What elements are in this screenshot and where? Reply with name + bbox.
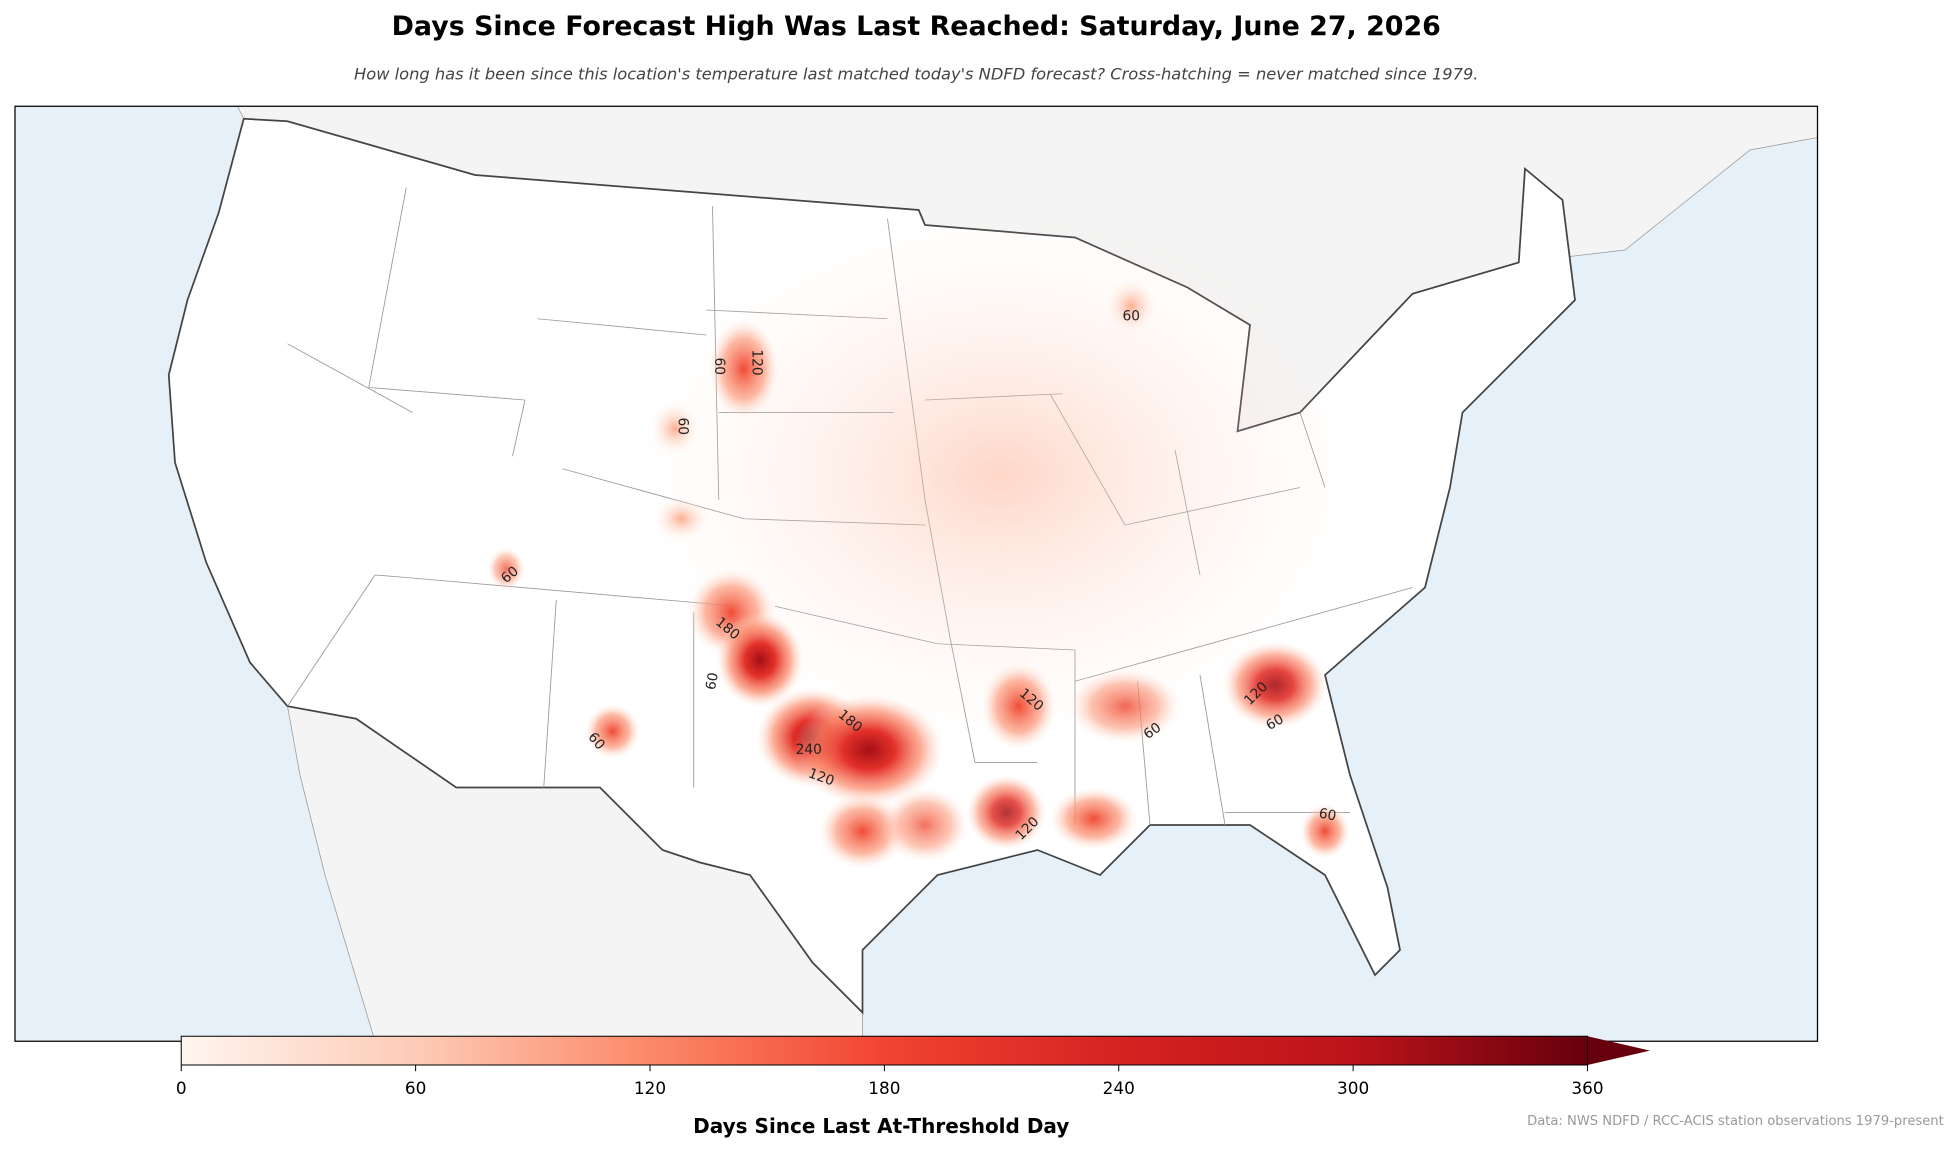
colorbar-tick-label: 180 bbox=[868, 1078, 900, 1098]
colorbar-tick-label: 0 bbox=[176, 1078, 187, 1098]
colorbar-tick-label: 60 bbox=[405, 1078, 426, 1098]
contour-label: 240 bbox=[796, 742, 822, 758]
colorbar-gradient bbox=[181, 1036, 1588, 1065]
heat-field bbox=[487, 200, 1375, 869]
subtitle: How long has it been since this location… bbox=[354, 65, 1478, 84]
colorbar-tick-label: 240 bbox=[1103, 1078, 1135, 1098]
colorbar-label: Days Since Last At-Threshold Day bbox=[693, 1114, 1069, 1138]
contour-label: 60 bbox=[711, 358, 727, 376]
colorbar: 0 60 120 180 240 300 360 bbox=[176, 1035, 1650, 1098]
colorbar-tick-label: 360 bbox=[1571, 1078, 1603, 1098]
title: Days Since Forecast High Was Last Reache… bbox=[392, 11, 1441, 42]
contour-label: 60 bbox=[1123, 308, 1141, 324]
source-note: Data: NWS NDFD / RCC-ACIS station observ… bbox=[1527, 1114, 1944, 1129]
colorbar-tick-label: 300 bbox=[1337, 1078, 1369, 1098]
contour-label: 60 bbox=[1263, 711, 1286, 734]
contour-label: 60 bbox=[675, 418, 691, 436]
contour-label: 120 bbox=[748, 349, 764, 375]
colorbar-tick-label: 120 bbox=[634, 1078, 666, 1098]
contour-label: 60 bbox=[703, 671, 722, 691]
colorbar-extend bbox=[1587, 1036, 1650, 1065]
contour-label: 60 bbox=[1317, 806, 1337, 825]
